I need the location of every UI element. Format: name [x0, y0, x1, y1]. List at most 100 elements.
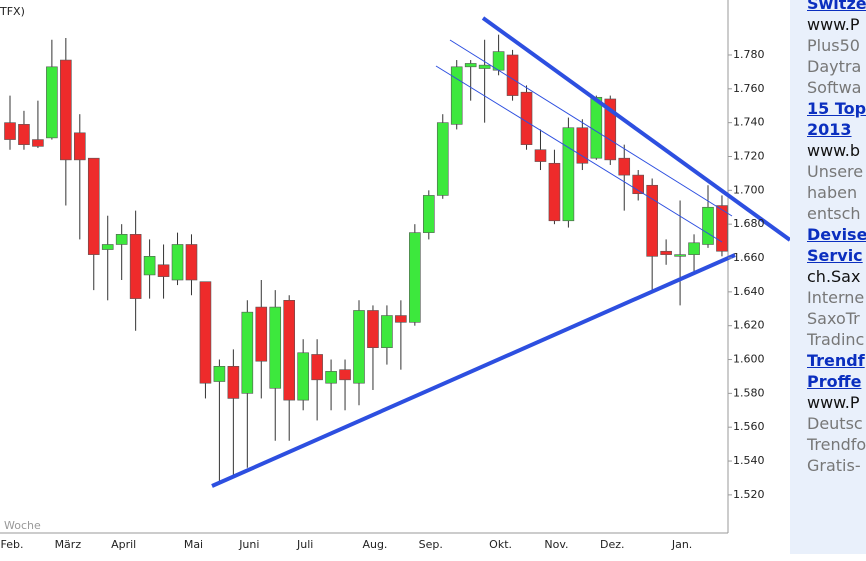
x-tick-label: Aug. [362, 538, 387, 551]
y-tick-label: 1.560 [733, 420, 765, 433]
candle-body [534, 149, 547, 162]
candle-body [548, 162, 561, 222]
ad-text: Unsere [807, 162, 864, 181]
x-axis-label: Woche [4, 519, 41, 532]
trendline [435, 65, 723, 243]
x-tick-label: Feb. [1, 538, 24, 551]
ad-url[interactable]: www.P [807, 393, 860, 412]
x-tick-label: Jan. [671, 538, 692, 551]
candle-body [688, 242, 700, 255]
candle-body [171, 244, 184, 281]
ad-url[interactable]: www.b [807, 141, 861, 160]
ad-text: Gratis- [807, 456, 861, 475]
candle-body [646, 184, 658, 257]
x-tick-label: April [111, 538, 136, 551]
y-tick-label: 1.540 [733, 454, 765, 467]
candle-body [32, 139, 44, 147]
candle-body [143, 256, 156, 276]
ad-text: Plus50 [807, 36, 860, 55]
candle-body [129, 234, 142, 299]
candle-body [283, 300, 296, 401]
candle-body [520, 91, 533, 145]
trendlines [211, 16, 790, 488]
candle-body [269, 306, 282, 389]
y-tick-label: 1.640 [733, 285, 765, 298]
y-tick-label: 1.780 [733, 48, 765, 61]
y-tick-label: 1.700 [733, 183, 765, 196]
x-tick-label: Juli [296, 538, 313, 551]
candle-body [311, 354, 323, 381]
ad-url[interactable]: ch.Sax [807, 267, 861, 286]
x-tick-label: Okt. [489, 538, 512, 551]
ad-title[interactable]: Proffe [807, 372, 862, 391]
candle-body [436, 122, 449, 196]
y-tick-label: 1.720 [733, 149, 765, 162]
ad-text: haben [807, 183, 858, 202]
ad-title[interactable]: Servic [807, 246, 863, 265]
ad-text: Deutsc [807, 414, 863, 433]
candle-body [227, 365, 240, 399]
candle-body [199, 281, 212, 384]
candle-body [297, 352, 309, 401]
x-tick-label: Dez. [600, 538, 625, 551]
candle-body [115, 234, 128, 245]
ad-title[interactable]: 2013 [807, 120, 852, 139]
candle-body [716, 205, 728, 252]
y-tick-label: 1.740 [733, 116, 765, 129]
y-tick-label: 1.620 [733, 319, 765, 332]
candle-body [395, 315, 407, 323]
ad-text: Tradinc [807, 330, 865, 349]
candle-body [604, 98, 617, 161]
candle-body [213, 365, 226, 382]
ad-text: Daytra [807, 57, 862, 76]
candle-body [367, 310, 379, 348]
candle-body [4, 122, 16, 140]
ad-title[interactable]: 15 Top [807, 99, 866, 118]
y-tick-label: 1.520 [733, 488, 765, 501]
candle-body [87, 157, 100, 255]
trendline [481, 16, 790, 242]
ad-text: Softwa [807, 78, 862, 97]
candle-body [185, 244, 198, 281]
candle-body [101, 244, 114, 250]
candle-body [18, 124, 30, 145]
candle-body [409, 232, 421, 323]
trendline [449, 39, 733, 217]
candle-body [478, 64, 491, 69]
candle-body [157, 264, 170, 277]
ad-text: Trendfo [807, 435, 866, 454]
y-tick-label: 1.760 [733, 82, 765, 95]
ad-text: SaxoTr [807, 309, 860, 328]
ad-title[interactable]: Devise [807, 225, 866, 244]
x-tick-label: März [55, 538, 82, 551]
y-tick-label: 1.580 [733, 386, 765, 399]
candle-body [660, 250, 672, 255]
ad-text: entsch [807, 204, 861, 223]
candle-body [46, 66, 58, 139]
candle-body [506, 54, 519, 96]
candle-body [353, 310, 365, 384]
candle-body [255, 306, 268, 362]
candle-body [60, 59, 72, 161]
candle-body [339, 369, 351, 381]
x-tick-label: Juni [238, 538, 259, 551]
chart-title: TFX) [0, 5, 25, 18]
candle-body [632, 174, 645, 195]
candle-body [381, 315, 393, 348]
ad-sidebar: Switze www.P Plus50 Daytra Softwa 15 Top 2013 w… [790, 0, 866, 554]
y-tick-label: 1.680 [733, 217, 765, 230]
candle-body [450, 66, 463, 125]
candle-body [702, 206, 714, 245]
chart: TFX) Woche 1.780 1.760 1.740 1.720 1.700 1.68… [0, 0, 790, 551]
x-tick-label: Mai [184, 538, 203, 551]
plot [4, 34, 728, 482]
y-tick-label: 1.660 [733, 251, 765, 264]
ad-title[interactable]: Trendf [807, 351, 865, 370]
candle-body [674, 254, 686, 257]
x-tick-label: Sep. [419, 538, 443, 551]
ad-url[interactable]: www.P [807, 15, 860, 34]
candle-body [562, 127, 575, 222]
ad-title[interactable]: Switze [807, 0, 866, 13]
x-tick-label: Nov. [544, 538, 568, 551]
